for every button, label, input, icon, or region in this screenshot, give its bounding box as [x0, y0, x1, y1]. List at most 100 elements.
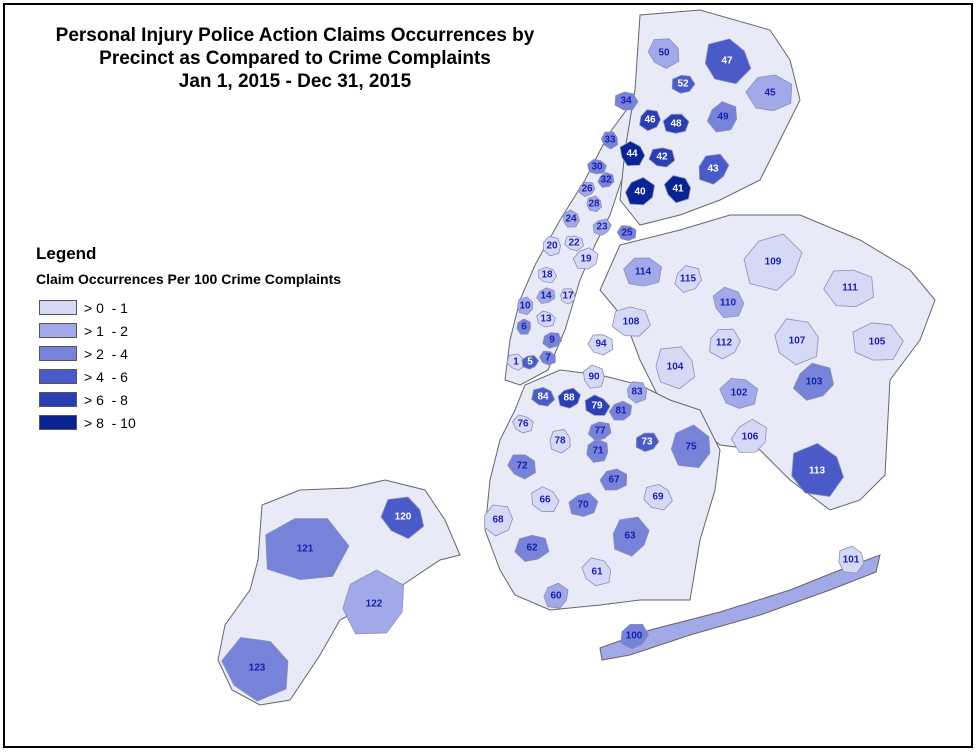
precinct-122-region [342, 569, 405, 635]
precinct-6-region [516, 318, 531, 335]
precinct-label: 48 [670, 119, 682, 130]
precinct-79-region [584, 394, 611, 416]
precinct-9-region [542, 332, 563, 349]
legend-title: Legend [36, 244, 97, 263]
precinct-label: 109 [765, 257, 782, 268]
precinct-103-region [792, 362, 835, 401]
precinct-label: 123 [249, 663, 266, 674]
precinct-42-region [648, 147, 676, 168]
precinct-32-region [597, 172, 615, 188]
title-line-1: Personal Injury Police Action Claims Occ… [55, 25, 535, 46]
precinct-94-region [587, 334, 614, 356]
precinct-label: 113 [809, 466, 826, 477]
precinct-label: 47 [721, 56, 733, 67]
precinct-113-region [791, 443, 844, 497]
precinct-120-region [380, 496, 425, 540]
legend-swatch [39, 323, 77, 338]
precinct-77-region [587, 421, 612, 442]
title-line-3: Jan 1, 2015 - Dec 31, 2015 [178, 71, 412, 92]
precinct-label: 110 [720, 298, 737, 309]
precinct-10-region [517, 296, 534, 316]
legend-row: > 2 - 4 [36, 342, 341, 365]
precinct-50-region [647, 38, 680, 69]
legend-swatch [39, 300, 77, 315]
precinct-label: 69 [652, 492, 664, 503]
precinct-label: 121 [297, 544, 314, 555]
precinct-45-region [745, 74, 793, 112]
legend-label: > 6 - 8 [84, 391, 128, 408]
precinct-78-region [549, 429, 571, 454]
precinct-label: 105 [869, 337, 886, 348]
legend-swatch [39, 392, 77, 407]
precinct-121-region [265, 518, 350, 581]
precinct-label: 81 [615, 406, 627, 417]
precinct-43-region [698, 153, 730, 185]
precinct-30-region [587, 158, 607, 175]
precinct-label: 1 [513, 357, 519, 368]
precinct-label: 5 [527, 357, 533, 368]
precinct-label: 68 [492, 515, 504, 526]
precinct-label: 40 [634, 187, 646, 198]
precinct-63-region [612, 516, 650, 557]
precinct-fills [221, 38, 904, 702]
precinct-label: 67 [608, 475, 620, 486]
precinct-69-region [643, 483, 673, 511]
precinct-101-region [838, 545, 865, 574]
precinct-label: 14 [540, 291, 552, 302]
precinct-40-region [625, 177, 655, 206]
precinct-110-region [712, 286, 745, 319]
precinct-24-region [563, 209, 580, 228]
precinct-label: 73 [641, 437, 653, 448]
rockaway-outline [599, 554, 881, 661]
precinct-111-region [823, 269, 875, 308]
precinct-52-region [671, 74, 696, 94]
precinct-label: 108 [623, 317, 640, 328]
precinct-67-region [599, 468, 628, 491]
legend-label: > 4 - 6 [84, 368, 128, 385]
precinct-49-region [706, 101, 738, 133]
precinct-label: 49 [717, 112, 729, 123]
legend-label: > 2 - 4 [84, 345, 128, 362]
legend-swatch [39, 415, 77, 430]
precinct-label: 10 [519, 301, 531, 312]
precinct-112-region [709, 328, 741, 360]
precinct-label: 107 [789, 336, 806, 347]
legend-swatch [39, 369, 77, 384]
precinct-label: 9 [549, 335, 555, 346]
legend-subtitle: Claim Occurrences Per 100 Crime Complain… [36, 271, 342, 287]
precinct-label: 43 [707, 164, 719, 175]
precinct-84-region [531, 386, 556, 407]
precinct-104-region [655, 346, 696, 390]
precinct-label: 33 [604, 135, 616, 146]
precinct-73-region [635, 432, 660, 453]
precinct-17-region [560, 288, 576, 305]
precinct-label: 100 [626, 631, 643, 642]
precinct-label: 17 [562, 291, 574, 302]
precinct-115-region [674, 265, 702, 293]
precinct-88-region [557, 387, 581, 409]
precinct-label: 34 [620, 96, 632, 107]
precinct-label: 78 [554, 436, 566, 447]
precinct-105-region [852, 322, 904, 361]
precinct-label: 72 [516, 461, 528, 472]
precinct-1-region [506, 353, 526, 371]
precinct-label: 106 [742, 432, 759, 443]
precinct-60-region [543, 582, 569, 609]
precinct-label: 84 [537, 392, 549, 403]
precinct-47-region [704, 38, 752, 85]
precinct-label: 46 [644, 115, 656, 126]
precinct-44-region [619, 140, 646, 167]
precinct-7-region [539, 350, 556, 366]
precinct-123-region [221, 637, 289, 702]
precinct-5-region [521, 355, 540, 370]
precinct-label: 114 [635, 267, 652, 278]
precinct-label: 104 [667, 362, 684, 373]
precinct-33-region [600, 131, 619, 150]
precinct-66-region [531, 486, 560, 513]
precinct-68-region [484, 504, 514, 537]
legend-row: > 8 - 10 [36, 411, 341, 434]
precinct-label: 30 [591, 162, 603, 173]
precinct-label: 63 [624, 531, 636, 542]
legend-label: > 1 - 2 [84, 322, 128, 339]
precinct-label: 13 [540, 314, 552, 325]
